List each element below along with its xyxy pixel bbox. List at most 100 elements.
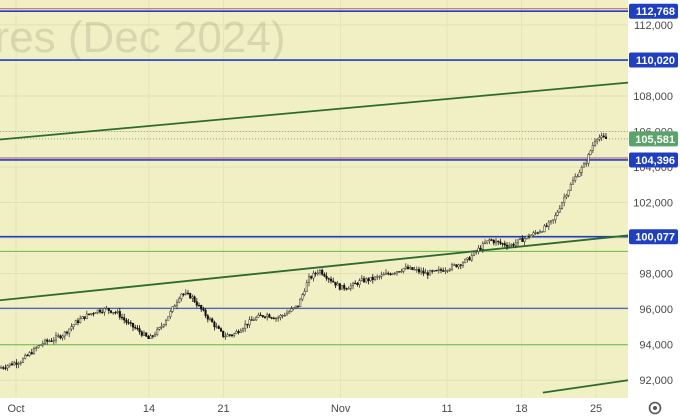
candle-body: [109, 310, 113, 313]
candle-body: [318, 269, 322, 274]
candle-body: [259, 314, 262, 317]
candle-body: [356, 283, 359, 285]
candle-body: [131, 322, 135, 328]
candle-body: [248, 319, 251, 326]
candle-body: [32, 348, 36, 355]
candle-body: [422, 270, 425, 274]
candle-body: [266, 314, 269, 318]
candle-body: [59, 335, 62, 339]
x-tick-label: 21: [217, 403, 229, 415]
candle-body: [406, 266, 410, 270]
candle-body: [246, 323, 249, 326]
trend-lines[interactable]: [0, 81, 629, 394]
candle-body: [574, 176, 577, 181]
symbol-watermark: ures (Dec 2024): [0, 13, 285, 62]
candle-body: [134, 326, 137, 329]
candle-body: [431, 270, 434, 272]
candle-body: [552, 219, 555, 221]
candle-body: [457, 264, 460, 268]
candle-body: [129, 322, 132, 324]
candle-body: [294, 305, 297, 308]
candle-body: [79, 318, 82, 323]
candle-body: [538, 231, 542, 234]
candle-body: [525, 235, 528, 239]
candle-body: [191, 296, 194, 299]
candle-body: [532, 232, 535, 236]
candle-body: [501, 243, 504, 245]
candle-body: [310, 276, 313, 279]
candle-body: [545, 225, 548, 227]
candle-body: [120, 316, 124, 319]
candle-body: [217, 326, 220, 329]
candle-body: [382, 274, 385, 276]
candle-body: [303, 291, 306, 295]
candle-body: [483, 242, 487, 244]
candle-body: [325, 275, 328, 279]
candle-body: [534, 232, 537, 234]
candle-body: [41, 343, 44, 346]
candle-body: [215, 326, 218, 328]
price-tags: 112,768 110,020 104,396 100,077 105,581: [629, 3, 678, 245]
candle-body: [76, 320, 80, 323]
candle-body: [591, 145, 594, 151]
horizontal-levels[interactable]: [0, 8, 628, 346]
candle-body: [118, 311, 121, 318]
candle-body: [402, 268, 405, 272]
candle-body: [290, 308, 293, 312]
candle-body: [327, 278, 330, 280]
price-tag-label: 105,581: [635, 134, 675, 146]
candle-body: [92, 313, 95, 315]
candle-body: [435, 269, 438, 272]
settings-gear-icon[interactable]: [648, 401, 662, 415]
candle-body: [19, 362, 22, 364]
y-tick-label: 108,000: [633, 91, 673, 103]
candle-body: [202, 308, 205, 311]
candle-body: [50, 340, 53, 342]
candle-body: [470, 255, 473, 261]
candle-body: [43, 339, 47, 344]
candle-body: [26, 354, 29, 357]
candle-body: [180, 293, 183, 299]
candle-body: [125, 319, 128, 323]
candle-body: [21, 358, 25, 363]
candle-body: [158, 327, 161, 330]
candle-body: [312, 272, 315, 279]
candle-body: [233, 333, 236, 336]
candle-body: [503, 243, 506, 246]
candle-body: [314, 272, 317, 275]
candle-body: [450, 264, 454, 270]
candle-body: [4, 367, 7, 369]
candle-body: [556, 211, 559, 216]
candle-body: [565, 195, 568, 198]
candle-body: [173, 305, 176, 307]
candle-body: [420, 270, 423, 273]
y-tick-label: 112,000: [634, 20, 673, 32]
candle-body: [433, 269, 436, 272]
candle-body: [316, 272, 319, 274]
candle-body: [226, 334, 229, 337]
y-tick-label: 98,000: [639, 269, 673, 281]
candle-body: [362, 278, 366, 283]
candle-body: [494, 240, 498, 244]
candle-body: [222, 330, 225, 337]
candle-body: [140, 331, 143, 336]
candle-body: [63, 331, 66, 337]
candle-body: [453, 264, 456, 266]
candle-body: [98, 309, 102, 313]
candle-body: [384, 272, 388, 275]
candle-body: [481, 243, 484, 250]
candle-body: [230, 334, 234, 336]
candle-body: [39, 344, 42, 346]
candle-body: [604, 136, 608, 139]
candle-body: [74, 320, 77, 325]
candle-body: [571, 180, 575, 185]
candle-body: [455, 264, 458, 268]
candle-body: [301, 294, 304, 300]
trend-line: [0, 234, 629, 302]
price-tag: [629, 131, 678, 147]
candle-body: [307, 276, 311, 283]
time-axis[interactable]: Oct 14 21 Nov 11 18 25: [7, 403, 602, 415]
candle-body: [334, 281, 337, 286]
candle-body: [580, 166, 583, 173]
